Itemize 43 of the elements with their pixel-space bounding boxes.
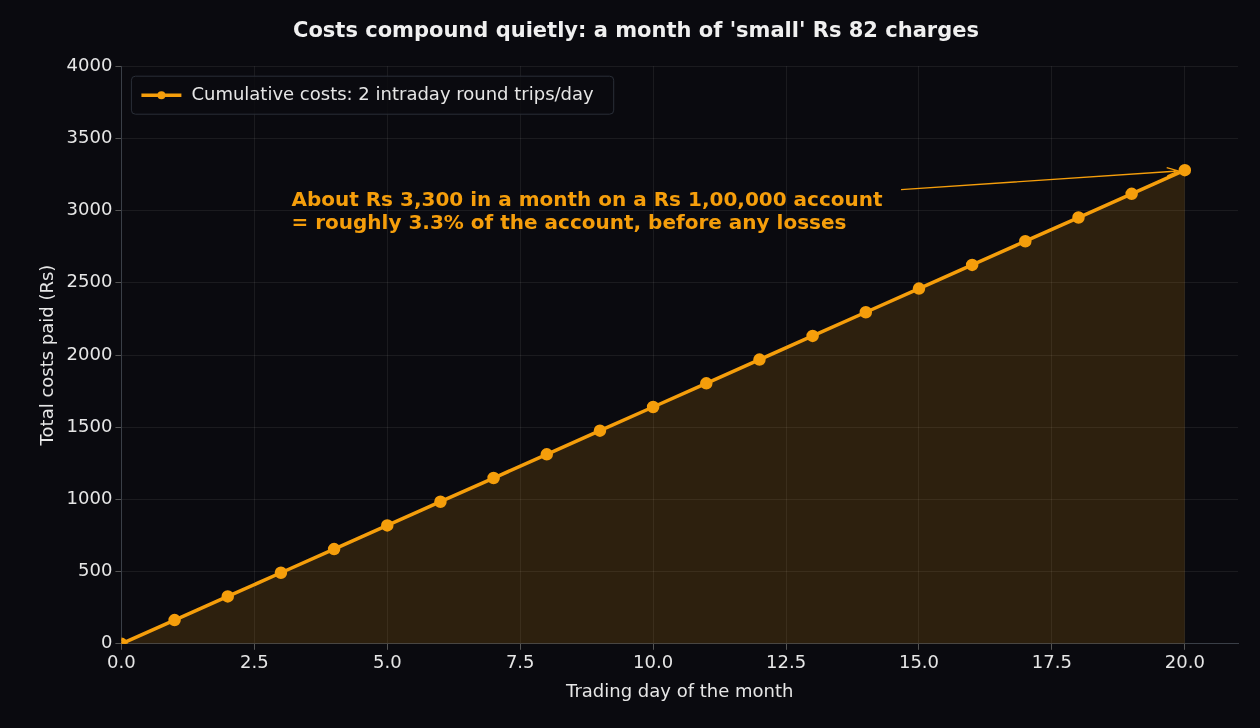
y-tick-label: 3000 — [66, 198, 113, 220]
point — [806, 329, 819, 343]
point — [593, 424, 607, 437]
y-tick-label: 1500 — [66, 414, 113, 436]
point — [221, 590, 234, 603]
x-axis-title: Trading day of the month — [565, 679, 794, 701]
point — [859, 306, 873, 319]
x-tick-label: 15.0 — [898, 651, 940, 673]
point — [700, 377, 713, 390]
chart-title: Costs compound quietly: a month of 'small' Rs 82 charges — [293, 18, 979, 43]
x-tick-label: 12.5 — [766, 651, 807, 673]
point — [540, 448, 554, 461]
point — [168, 613, 181, 627]
x-tick-label: 2.5 — [240, 651, 269, 673]
point — [1072, 211, 1085, 224]
y-tick-label: 3500 — [66, 126, 113, 148]
x-tick-label: 7.5 — [505, 651, 535, 673]
y-tick-label: 2000 — [66, 342, 113, 364]
y-tick-label: 4000 — [66, 53, 113, 75]
point — [1125, 187, 1138, 201]
point — [646, 400, 660, 414]
point — [381, 519, 394, 532]
y-tick-label: 500 — [78, 559, 113, 581]
y-tick-label: 1000 — [66, 487, 113, 509]
x-tick-label: 17.5 — [1031, 651, 1072, 673]
x-tick-label: 5.0 — [372, 651, 402, 673]
y-tick-label: 0 — [100, 631, 113, 653]
y-axis-title: Total costs paid (Rs) — [36, 264, 58, 447]
y-tick-label: 2500 — [66, 270, 113, 292]
x-tick-label: 20.0 — [1164, 651, 1205, 673]
point — [1019, 234, 1032, 248]
x-tick-label: 0.0 — [107, 651, 136, 673]
point — [1178, 163, 1192, 177]
point — [274, 566, 288, 580]
annotation: About Rs 3,300 in a month on a Rs 1,00,000 account = roughly 3.3% of the account, before any losses — [291, 187, 884, 235]
point — [327, 542, 341, 556]
point — [487, 471, 500, 485]
point — [965, 258, 979, 272]
point — [434, 495, 447, 508]
legend-label: Cumulative costs: 2 intraday round trips/day — [191, 82, 595, 104]
point — [912, 282, 926, 295]
point — [753, 353, 766, 366]
x-tick-label: 10.0 — [633, 651, 674, 673]
